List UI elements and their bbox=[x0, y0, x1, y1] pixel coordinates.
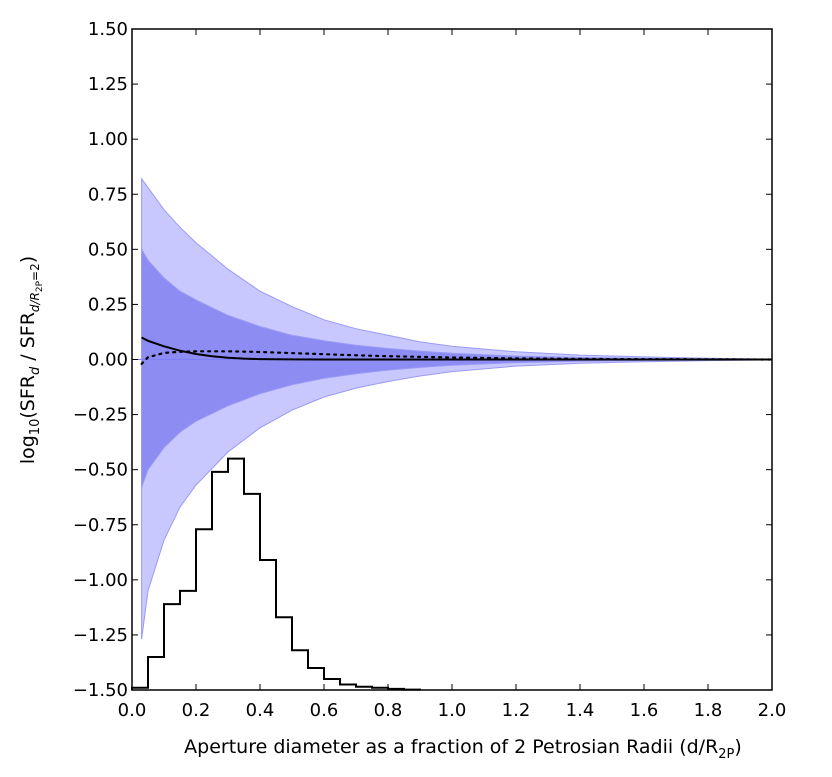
x-tick-label: 1.2 bbox=[502, 700, 531, 721]
histogram-step bbox=[131, 457, 421, 691]
y-tick-label: −1.00 bbox=[73, 570, 128, 591]
y-tick-label: −0.75 bbox=[73, 515, 128, 536]
y-axis-label: log10(SFRd / SFRd/R2P=2) bbox=[17, 256, 45, 464]
histogram-group bbox=[131, 457, 421, 691]
y-tick-label: 1.25 bbox=[88, 74, 128, 95]
y-axis-label-sub2-eq: =2 bbox=[28, 263, 42, 281]
y-tick-label: 0.25 bbox=[88, 294, 128, 315]
y-tick-label: 1.50 bbox=[88, 19, 128, 40]
x-axis-label-main: Aperture diameter as a fraction of 2 Pet… bbox=[184, 736, 718, 758]
x-tick-label: 1.8 bbox=[694, 700, 723, 721]
x-tick-label: 0.8 bbox=[374, 700, 403, 721]
x-tick-label: 0.2 bbox=[182, 700, 211, 721]
x-tick-labels: 0.0 0.2 0.4 0.6 0.8 1.0 1.2 1.4 1.6 1.8 2.0 bbox=[118, 700, 787, 721]
x-axis-label-close: ) bbox=[734, 736, 741, 758]
y-tick-label: 1.00 bbox=[88, 129, 128, 150]
y-axis-label-slash: / SFR bbox=[17, 312, 39, 367]
y-axis-label-sfr-sub: d bbox=[28, 366, 43, 375]
y-axis-label-sub2: d/R bbox=[28, 292, 42, 312]
dotted-line bbox=[140, 350, 774, 365]
y-tick-label: −1.25 bbox=[73, 625, 128, 646]
y-tick-label: −0.25 bbox=[73, 405, 128, 426]
x-axis-label-sub: 2P bbox=[718, 747, 734, 762]
x-tick-label: 1.6 bbox=[630, 700, 659, 721]
outer-band bbox=[141, 177, 773, 640]
y-axis-label-sub2-2p: 2P bbox=[35, 280, 45, 292]
x-tick-label: 1.4 bbox=[566, 700, 595, 721]
y-tick-label: 0.00 bbox=[88, 350, 128, 371]
y-tick-label: 0.50 bbox=[88, 239, 128, 260]
x-tick-label: 1.0 bbox=[438, 700, 467, 721]
lines-group bbox=[132, 336, 774, 365]
y-axis-label-close: ) bbox=[17, 256, 39, 263]
y-tick-labels: 1.50 1.25 1.00 0.75 0.50 0.25 0.00 −0.25 −0.50 −0… bbox=[73, 19, 128, 701]
x-tick-label: 2.0 bbox=[758, 700, 787, 721]
x-tick-label: 0.4 bbox=[246, 700, 275, 721]
y-axis-label-sfr: (SFR bbox=[17, 375, 39, 419]
bands-group bbox=[141, 177, 773, 640]
ticks-group bbox=[131, 28, 773, 691]
x-tick-label: 0.6 bbox=[310, 700, 339, 721]
x-tick-label: 0.0 bbox=[118, 700, 147, 721]
y-tick-label: −0.50 bbox=[73, 460, 128, 481]
y-axis-label-log: log bbox=[17, 435, 39, 464]
y-tick-label: −1.50 bbox=[73, 680, 128, 701]
y-tick-label: 0.75 bbox=[88, 184, 128, 205]
solid-line bbox=[141, 336, 772, 361]
y-axis-label-log-sub: 10 bbox=[28, 419, 43, 436]
x-axis-label: Aperture diameter as a fraction of 2 Pet… bbox=[184, 736, 742, 762]
